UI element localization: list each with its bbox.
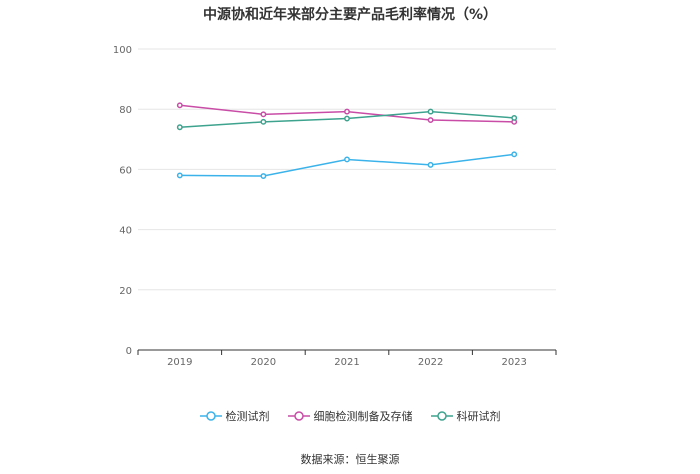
legend-label: 细胞检测制备及存储 (313, 410, 413, 423)
data-point (427, 117, 434, 123)
data-point (427, 161, 434, 168)
data-point (176, 172, 183, 179)
data-point (427, 108, 434, 115)
data-source-note: 数据来源：恒生聚源 (300, 453, 400, 466)
y-tick-label: 100 (113, 45, 132, 56)
data-point (344, 156, 350, 163)
legend-item[interactable]: 检测试剂 (199, 408, 270, 424)
data-point (260, 111, 267, 118)
chart-title: 中源协和近年来部分主要产品毛利率情况（%） (202, 7, 498, 23)
legend-marker-icon (199, 411, 222, 421)
legend-label: 检测试剂 (225, 410, 270, 423)
data-point (176, 124, 183, 131)
legend-marker-icon (287, 411, 310, 421)
y-tick-label: 40 (119, 226, 132, 237)
y-tick-label: 0 (126, 346, 132, 357)
data-point (344, 115, 350, 122)
x-tick-label: 2019 (167, 357, 192, 368)
data-point (344, 108, 350, 115)
chart-legend: 检测试剂 细胞检测制备及存储 科研试剂 (0, 408, 700, 424)
x-tick-label: 2021 (334, 357, 359, 368)
data-point (260, 118, 267, 125)
y-tick-label: 60 (119, 165, 132, 176)
data-point (511, 114, 518, 121)
x-tick-label: 2022 (418, 357, 443, 368)
data-point (176, 102, 183, 109)
x-tick-label: 2020 (251, 357, 276, 368)
data-point (511, 151, 518, 158)
legend-item[interactable]: 科研试剂 (430, 408, 501, 424)
x-tick-label: 2023 (501, 357, 526, 368)
legend-item[interactable]: 细胞检测制备及存储 (287, 408, 413, 424)
y-tick-label: 20 (119, 286, 132, 297)
y-tick-label: 80 (119, 105, 132, 116)
legend-label: 科研试剂 (456, 410, 501, 423)
legend-marker-icon (430, 411, 453, 421)
data-point (260, 173, 267, 179)
